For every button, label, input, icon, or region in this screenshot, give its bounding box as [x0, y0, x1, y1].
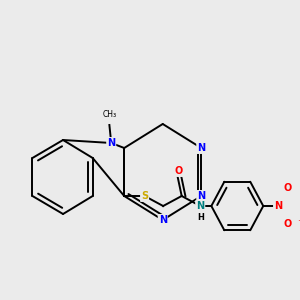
Text: CH₃: CH₃ — [102, 110, 116, 119]
Text: N: N — [107, 138, 115, 148]
Text: N: N — [159, 215, 167, 225]
Text: N: N — [197, 191, 205, 201]
Text: O: O — [175, 166, 183, 176]
Text: S: S — [141, 191, 148, 201]
Text: ⁻: ⁻ — [297, 218, 300, 230]
Text: O: O — [283, 219, 292, 229]
Text: H: H — [197, 214, 204, 223]
Text: N: N — [196, 201, 204, 211]
Text: N: N — [274, 201, 282, 211]
Text: N: N — [197, 143, 205, 153]
Text: O: O — [283, 183, 292, 193]
